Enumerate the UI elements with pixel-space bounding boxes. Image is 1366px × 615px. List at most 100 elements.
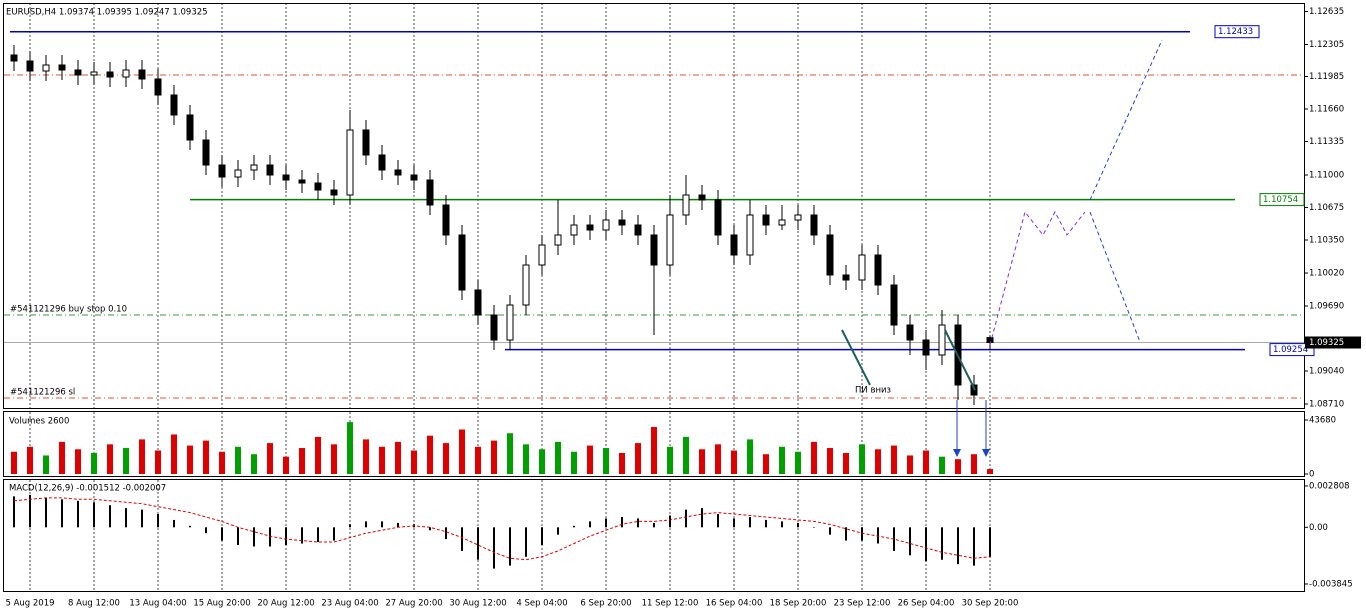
macd-bar [45,497,47,528]
candle-body [170,94,178,116]
y-tick-label: 1.11985 [1309,72,1344,82]
macd-bar [589,521,591,528]
volume-bar [123,448,129,474]
x-tick-label: 6 Sep 20:00 [580,599,631,609]
volume-bar [107,444,113,474]
x-tick-label: 15 Aug 20:00 [193,599,250,609]
volume-bar [379,446,385,474]
macd-bar [717,514,719,528]
macd-bar [989,527,991,557]
candle-body [778,219,786,226]
volume-bar [683,436,689,474]
macd-bar [845,527,847,541]
volume-bar [11,451,17,474]
candle-body [122,69,130,78]
volume-bar [635,443,641,474]
volume-bar [843,452,849,474]
macd-bar [77,500,79,528]
macd-bar [925,527,927,562]
x-tick-label: 5 Aug 2019 [5,599,54,609]
volume-bar [539,449,545,474]
projection-down [1089,211,1141,343]
y-tick-label: 1.10020 [1309,269,1344,279]
volume-bar [427,435,433,474]
volume-bar [27,446,33,474]
volume-bar [955,459,961,474]
macd-bar [573,525,575,528]
candle-body [922,339,930,356]
macd-bar [957,527,959,565]
macd-bar [157,514,159,528]
x-tick-label: 11 Sep 12:00 [642,599,699,609]
macd-bar [829,527,831,535]
volume-bar [203,440,209,474]
volume-bar [219,451,225,474]
volume-bar [939,456,945,474]
volume-bar [619,452,625,474]
volume-bar [491,440,497,474]
volume-bar [443,443,449,474]
macd-bar [109,505,111,528]
x-tick-label: 18 Sep 20:00 [770,599,827,609]
y-tick-label: 1.12305 [1309,40,1344,50]
macd-bar [909,527,911,556]
y-tick-label: 0 [1309,470,1314,480]
candle-body [298,179,306,184]
volume-bar [235,446,241,474]
volume-bar [779,446,785,474]
volume-bar [651,427,657,474]
y-tick-label: 0.002808 [1309,481,1350,491]
macd-bar [61,499,63,528]
volume-bar [795,451,801,474]
volume-bar [875,449,881,474]
level-note: #541121296 buy stop 0.10 [10,305,127,315]
macd-bar [429,527,431,531]
volume-bar [715,444,721,474]
candle-body [186,114,194,141]
volume-bar [859,444,865,474]
volume-pane [3,411,1305,477]
y-tick-label: 1.11660 [1309,105,1344,115]
drawings [841,39,1163,457]
macd-bar [669,515,671,528]
level-label: 1.09254 [1273,345,1308,355]
x-tick-label: 30 Aug 12:00 [449,599,506,609]
candle-body [218,164,226,178]
candle-body [394,169,402,176]
macd-bar [237,527,239,545]
candle-body [202,139,210,166]
volume-bar [267,443,273,474]
y-tick-label: 43680 [1309,416,1336,426]
candle-body [730,234,738,256]
candle-body [138,69,146,80]
volume-bar [987,469,993,474]
candle-body [346,129,354,196]
y-tick-label: 1.12635 [1309,7,1344,17]
macd-bar [637,518,639,528]
candle-body [586,224,594,231]
x-tick-label: 13 Aug 04:00 [129,599,186,609]
macd-bar [701,508,703,528]
level-label: 1.10754 [1263,195,1298,205]
volume-bar [667,446,673,474]
volume-bar [603,448,609,474]
volume-bar [139,439,145,474]
candle-body [26,60,34,72]
macd-bar [861,527,863,541]
volume-bar [331,444,337,474]
candle-body [474,289,482,316]
volume-bar [699,449,705,474]
macd-bar [605,518,607,528]
candle-body [986,337,994,344]
x-tick-label: 26 Sep 04:00 [898,599,955,609]
macd-bar [557,527,559,535]
macd-bar [813,527,815,528]
volume-bar [571,451,577,474]
x-tick-label: 23 Aug 04:00 [321,599,378,609]
projection-up [1089,39,1163,201]
macd-bar [221,527,223,541]
y-tick-label: 1.11000 [1309,171,1344,181]
candle-body [266,164,274,176]
candle-body [90,71,98,76]
candle-body [698,194,706,201]
